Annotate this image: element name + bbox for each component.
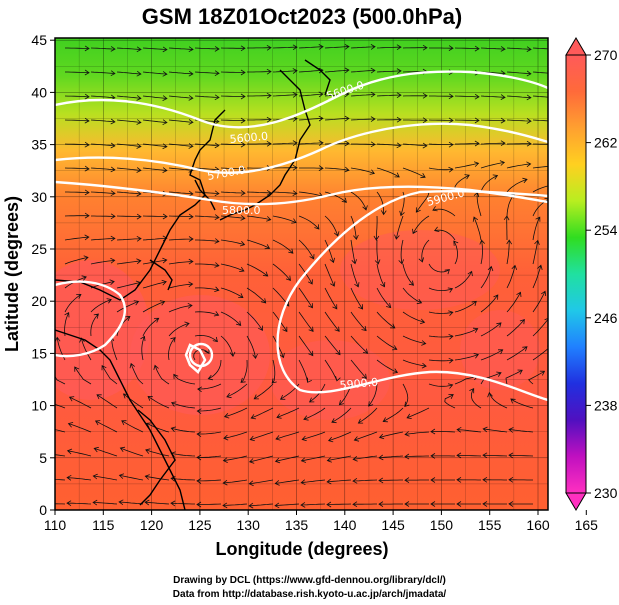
x-tick-label: 140 <box>333 517 357 533</box>
y-tick-label: 10 <box>31 398 47 414</box>
contour-label: 5800.0 <box>222 204 261 217</box>
cyclone-center <box>188 342 214 368</box>
plot-frame <box>54 37 549 511</box>
x-tick-label: 155 <box>478 517 502 533</box>
streamlines <box>55 43 548 509</box>
plot-area <box>55 38 548 510</box>
colorbar-tick-label: 230 <box>594 485 618 501</box>
warm-patch <box>340 230 500 310</box>
y-tick-label: 35 <box>31 137 47 153</box>
x-tick-label: 150 <box>430 517 454 533</box>
contour-lines <box>55 70 548 402</box>
y-tick-label: 15 <box>31 345 47 361</box>
y-tick-label: 45 <box>31 32 47 48</box>
x-tick-label: 165 <box>575 517 599 533</box>
y-axis-ticks: 0 5 10 15 20 25 30 35 40 45 <box>31 32 55 518</box>
x-tick-label: 115 <box>92 517 115 533</box>
colorbar-tick-label: 262 <box>594 135 618 151</box>
x-tick-label: 135 <box>285 517 309 533</box>
x-tick-label: 145 <box>381 517 405 533</box>
x-axis-ticks: 110 115 120 125 130 135 140 145 150 155 160 165 <box>44 510 598 533</box>
x-tick-label: 120 <box>140 517 164 533</box>
x-axis-title: Longitude (degrees) <box>215 539 388 559</box>
contour-5600 <box>55 70 548 129</box>
colorbar-tick-label: 270 <box>594 47 618 63</box>
credit-data: Data from http://database.rish.kyoto-u.a… <box>172 589 447 600</box>
y-tick-label: 25 <box>31 241 47 257</box>
contour-label: 5900.0 <box>339 376 378 392</box>
contour-5900 <box>276 190 548 402</box>
y-tick-label: 5 <box>39 450 47 466</box>
chart-title: GSM 18Z01Oct2023 (500.0hPa) <box>142 4 462 29</box>
y-tick-label: 30 <box>31 189 47 205</box>
contour-5900-w <box>55 280 127 358</box>
y-axis-title: Latitude (degrees) <box>2 196 22 352</box>
x-tick-label: 110 <box>44 517 67 533</box>
y-tick-label: 0 <box>39 502 47 518</box>
x-tick-label: 125 <box>188 517 212 533</box>
colorbar-scale <box>565 54 587 494</box>
grid <box>55 38 548 510</box>
colorbar-tick-label: 246 <box>594 310 618 326</box>
warm-patch <box>55 260 150 400</box>
y-tick-label: 20 <box>31 293 47 309</box>
credit-drawing: Drawing by DCL (https://www.gfd-dennou.o… <box>173 575 446 586</box>
colorbar-tick-label: 254 <box>594 222 618 238</box>
x-tick-label: 130 <box>237 517 261 533</box>
y-tick-label: 40 <box>31 84 47 100</box>
colorbar-tick-label: 238 <box>594 397 618 413</box>
x-tick-label: 160 <box>526 517 550 533</box>
colorbar-top-arrow <box>565 37 587 56</box>
colorbar: 270 262 254 246 238 230 <box>565 37 618 511</box>
coastlines <box>55 59 331 510</box>
warm-patch <box>270 340 390 420</box>
colorbar-bottom-arrow <box>565 492 587 511</box>
contour-5700 <box>55 122 548 174</box>
contour-label: 5600.0 <box>229 130 268 146</box>
